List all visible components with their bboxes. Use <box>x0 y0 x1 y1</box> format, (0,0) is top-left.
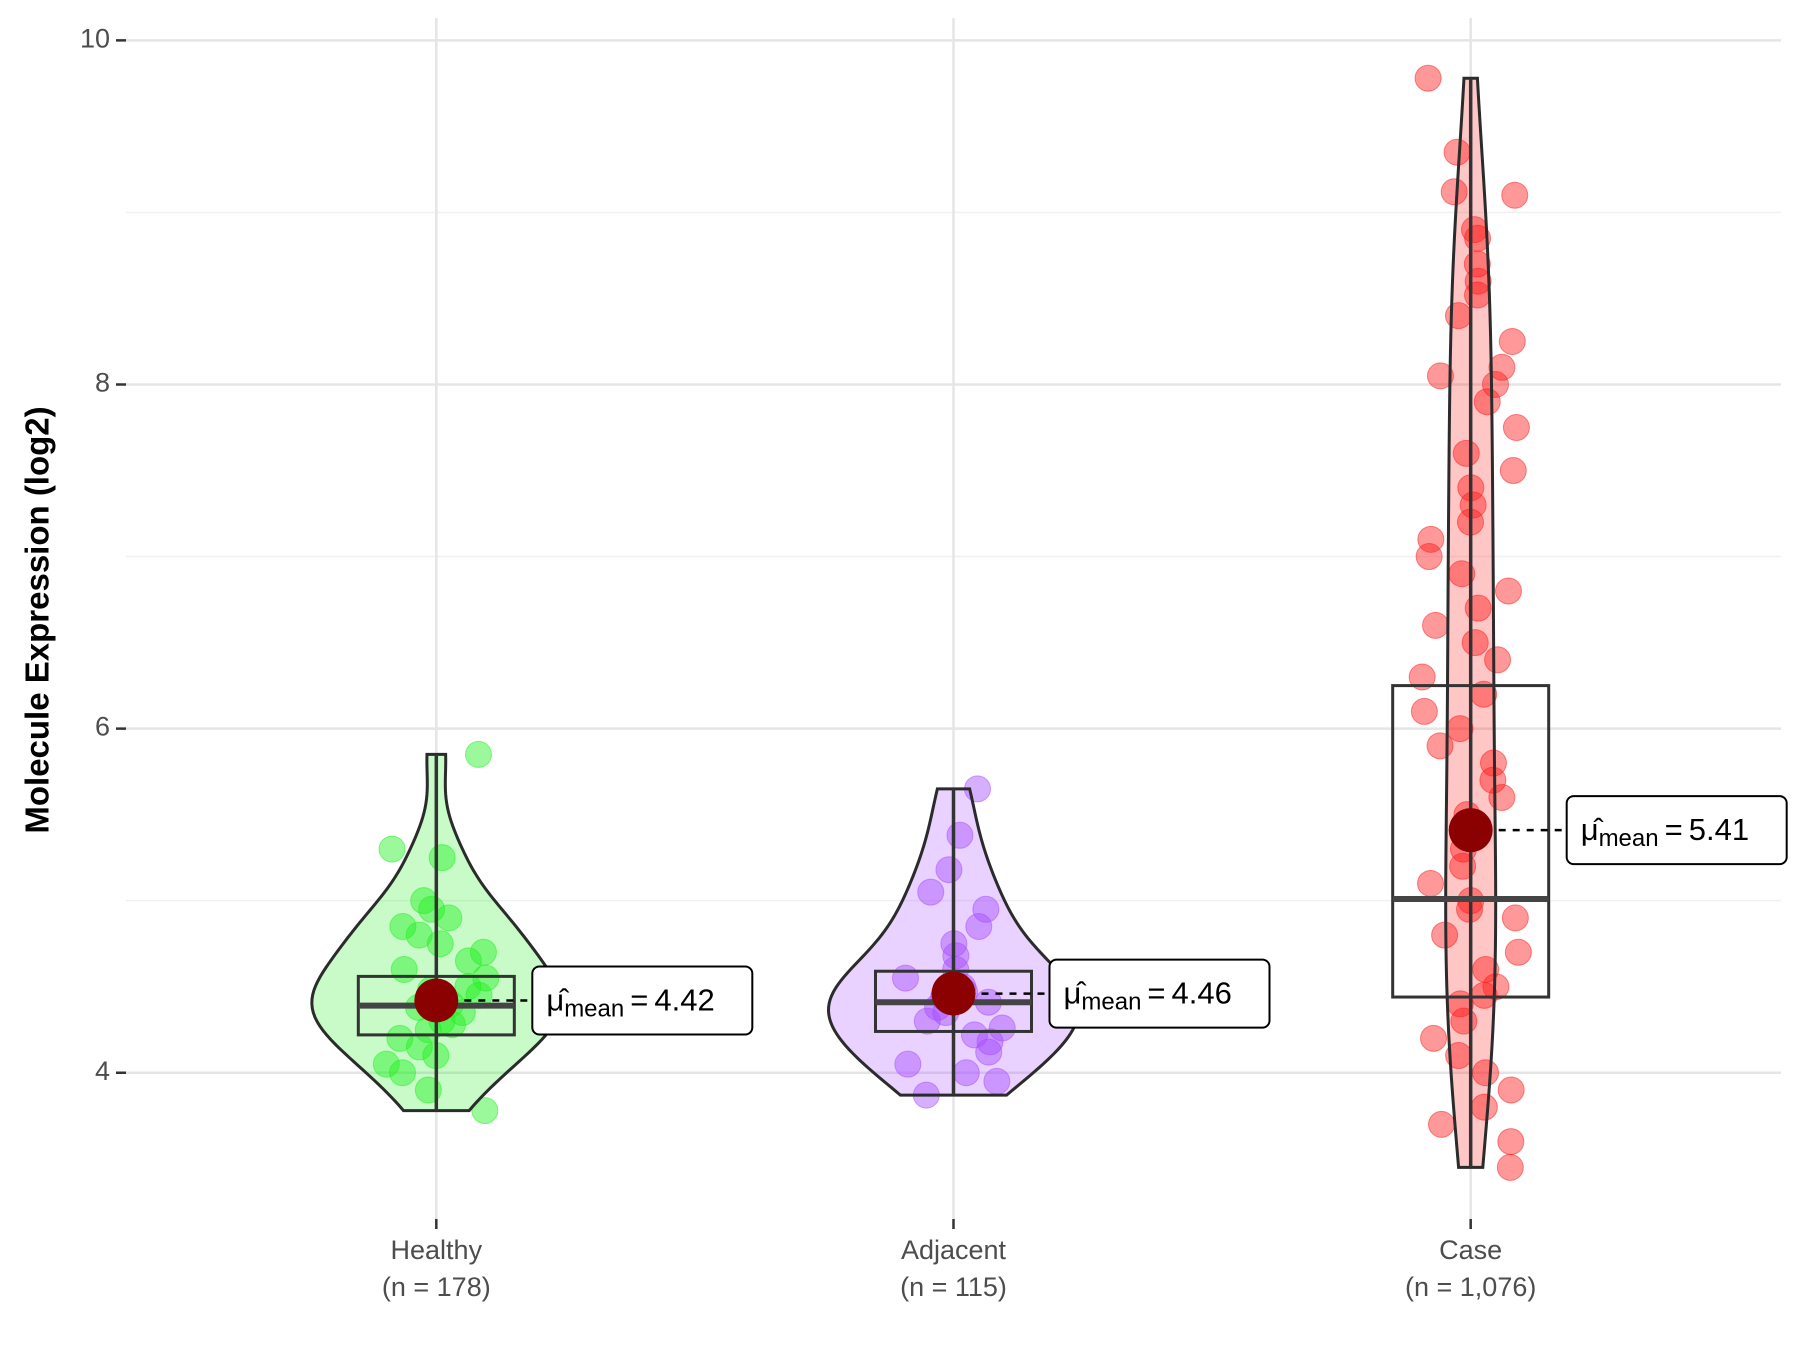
data-point <box>1498 327 1526 355</box>
y-tick-label: 10 <box>80 23 110 53</box>
data-point <box>1415 543 1443 571</box>
mean-operator: = <box>1147 976 1165 1011</box>
data-point <box>1417 525 1445 553</box>
data-point <box>1481 370 1509 398</box>
mean-label-box <box>1565 795 1788 866</box>
data-point <box>426 930 454 958</box>
data-point <box>1494 577 1522 605</box>
data-point <box>1420 1024 1448 1052</box>
data-point <box>1497 1128 1525 1156</box>
x-tick-label: Healthy <box>391 1235 483 1265</box>
mean-value: 5.41 <box>1689 812 1749 847</box>
data-point <box>913 1007 941 1035</box>
box <box>1391 684 1551 999</box>
data-point <box>1501 904 1529 932</box>
x-tick-sublabel: (n = 115) <box>900 1272 1007 1302</box>
mean-value: 4.46 <box>1172 976 1232 1011</box>
x-tick-label: Case <box>1439 1235 1502 1265</box>
data-point <box>1496 1153 1524 1181</box>
data-point <box>975 1038 1003 1066</box>
data-point <box>405 921 433 949</box>
data-point <box>935 856 963 884</box>
y-tick-label: 8 <box>95 368 110 398</box>
data-point <box>1459 491 1487 519</box>
data-point <box>988 1014 1016 1042</box>
mean-operator: = <box>630 983 648 1018</box>
mean-operator: = <box>1665 812 1683 847</box>
mean-value: 4.42 <box>654 983 714 1018</box>
mean-subscript: mean <box>1599 825 1659 852</box>
x-tick-label: Adjacent <box>901 1235 1007 1265</box>
data-point <box>1440 178 1468 206</box>
data-point <box>389 1059 417 1087</box>
data-point <box>972 895 1000 923</box>
mean-label-box <box>1048 958 1271 1029</box>
mean-point <box>931 971 976 1016</box>
data-point <box>976 1028 1004 1056</box>
data-point <box>1452 439 1480 467</box>
mean-label: μ̂mean = 4.46 <box>1064 976 1232 1016</box>
data-point <box>965 912 993 940</box>
data-point <box>1473 388 1501 416</box>
data-point <box>1417 869 1445 897</box>
mean-point <box>414 978 459 1023</box>
data-point <box>372 1050 400 1078</box>
data-point <box>471 1097 499 1125</box>
data-point <box>1497 1076 1525 1104</box>
mean-subscript: mean <box>564 996 624 1023</box>
data-point <box>389 912 417 940</box>
data-point <box>1488 353 1516 381</box>
data-point <box>1426 362 1454 390</box>
data-point <box>894 1050 922 1078</box>
data-point <box>917 878 945 906</box>
data-point <box>942 942 970 970</box>
data-point <box>378 835 406 863</box>
data-point <box>1479 766 1507 794</box>
mean-label: μ̂mean = 5.41 <box>1581 812 1749 852</box>
y-axis-title: Molecule Expression (log2) <box>19 406 56 833</box>
data-point <box>1427 1110 1455 1138</box>
y-tick-label: 4 <box>95 1056 110 1086</box>
data-point <box>1408 663 1436 691</box>
y-tick-label: 6 <box>95 712 110 742</box>
data-point <box>464 740 492 768</box>
data-point <box>1502 414 1530 442</box>
data-point <box>1504 938 1532 966</box>
data-point <box>418 895 446 923</box>
data-point <box>1501 181 1529 209</box>
data-point <box>1499 457 1527 485</box>
x-tick-sublabel: (n = 178) <box>382 1272 491 1302</box>
data-point <box>1414 64 1442 92</box>
data-point <box>1484 646 1512 674</box>
x-tick-sublabel: (n = 1,076) <box>1405 1272 1536 1302</box>
data-point <box>1422 611 1450 639</box>
mean-subscript: mean <box>1081 989 1141 1016</box>
mean-point <box>1448 808 1493 853</box>
data-point <box>1461 629 1489 657</box>
data-point <box>472 964 500 992</box>
data-point <box>1410 697 1438 725</box>
mean-label-box <box>531 965 754 1036</box>
